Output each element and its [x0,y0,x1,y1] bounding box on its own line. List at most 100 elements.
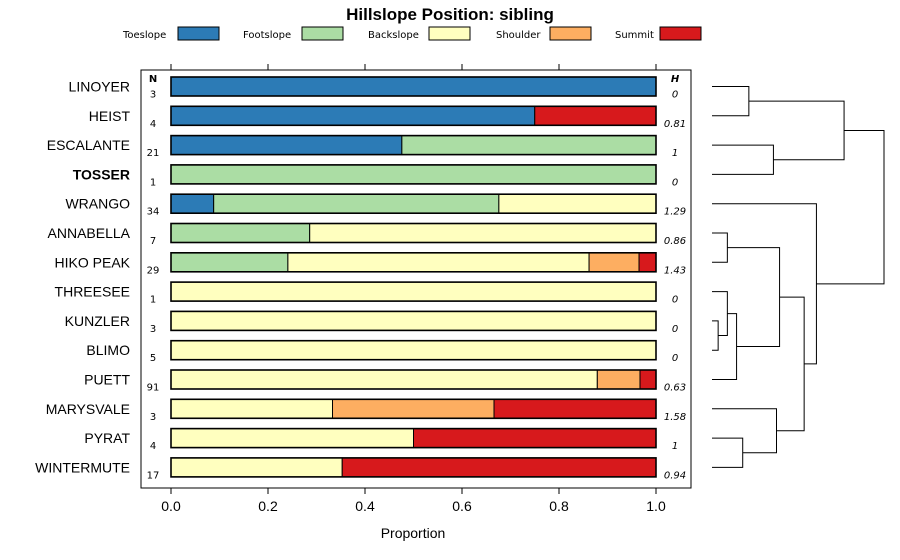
x-tick-label: 1.0 [646,498,666,514]
bar-segment-backslope [170,310,657,331]
row-label: PUETT [84,372,130,388]
bar-segment-footslope [213,193,500,214]
bar-outline [170,281,657,302]
dendrogram-link [748,100,845,161]
bar-segment-summit [639,369,657,390]
bar-segment-footslope [170,223,311,243]
row-label: THREESEE [55,284,130,300]
row-label: LINOYER [69,79,130,95]
bar-segment-shoulder [332,398,495,419]
bar-segment-toeslope [170,105,536,126]
row-n-value: 17 [147,470,160,481]
row-h-value: 0.63 [664,383,686,394]
row-h-value: 1 [672,148,678,159]
row-n-value: 1 [150,295,156,306]
row-h-value: 1.58 [664,412,686,423]
x-axis-title: Proportion [381,525,446,541]
row-n-value: 34 [147,207,160,218]
chart-title: Hillslope Position: sibling [346,5,554,24]
bar-segment-footslope [170,252,289,273]
row-h-value: 1 [672,441,678,452]
bar-segment-shoulder [588,252,640,273]
row-label: KUNZLER [65,313,130,329]
bar-segment-backslope [498,193,657,214]
bar-segment-backslope [170,457,343,478]
row-label: TOSSER [73,166,130,182]
dendrogram-link [712,203,817,365]
bar-segment-backslope [287,252,590,273]
x-axis: 0.0 0.2 0.4 0.6 0.8 1.0 [161,64,666,514]
dendrogram-link [816,129,885,285]
row-label: HEIST [89,108,131,124]
row-n-value: 1 [150,177,156,188]
row-n-value: 21 [147,148,160,159]
row-h-value: 0.81 [664,119,686,130]
row-label: WINTERMUTE [35,459,130,475]
row-h-value: 0.94 [664,470,686,481]
dendrogram-link [712,313,738,380]
dendrogram-link [776,296,805,432]
legend-label-footslope: Footslope [243,30,291,41]
bar-segment-backslope [170,281,657,302]
dendrogram-link [712,408,777,454]
x-tick-label: 0.2 [258,498,278,514]
row-label: WRANGO [65,196,130,212]
row-h-value: 0 [672,353,678,364]
bar-segment-toeslope [170,76,657,97]
bar-outline [170,105,657,127]
row-n-value: 4 [150,119,156,130]
bar-segment-toeslope [170,193,215,214]
bar-outline [170,76,657,97]
legend: Toeslope Footslope Backslope Shoulder Summit [122,26,702,41]
legend-label-backslope: Backslope [368,30,419,41]
dendrogram-link [727,247,781,348]
bar-outline [170,134,657,156]
dendrogram-link [712,144,774,175]
bar-segment-backslope [170,398,334,419]
row-n-value: 3 [150,90,156,101]
dendrogram-link [712,291,728,337]
legend-label-summit: Summit [615,30,654,41]
h-header: H [671,74,680,85]
row-n-value: 29 [147,265,160,276]
bar-outline [170,310,657,332]
row-h-value: 1.29 [664,207,686,218]
bar-segment-summit [341,457,657,478]
row-label: BLIMO [86,342,130,358]
bar-outline [170,164,657,185]
x-tick-label: 0.8 [549,498,569,514]
bar-outline [170,222,657,244]
bar-outline [170,252,657,273]
bar-outline [170,339,657,361]
bar-segment-shoulder [596,369,641,390]
bar-segment-toeslope [170,135,403,156]
bar-segment-backslope [170,369,598,390]
row-h-value: 0 [672,295,678,306]
bar-outline [170,427,657,449]
row-n-value: 7 [150,236,156,247]
legend-swatch-backslope [428,26,471,41]
bar-outline [170,457,657,478]
legend-label-toeslope: Toeslope [122,30,166,41]
x-tick-label: 0.4 [355,498,375,514]
dendrogram-link [712,320,719,351]
row-label: MARYSVALE [46,401,130,417]
row-n-value: 5 [150,353,156,364]
row-h-value: 0 [672,90,678,101]
row-h-value: 0 [672,177,678,188]
bar-segment-summit [534,105,657,126]
x-tick-label: 0.0 [161,498,181,514]
row-label: PYRAT [84,430,130,446]
legend-label-shoulder: Shoulder [496,30,541,41]
row-h-value: 1.43 [664,265,686,276]
row-n-value: 3 [150,412,156,423]
row-label: ESCALANTE [47,137,130,153]
row-label: ANNABELLA [48,225,131,241]
dendrogram-link [712,86,750,117]
legend-swatch-footslope [301,26,344,41]
bar-outline [170,369,657,390]
legend-swatch-summit [659,26,702,41]
n-header: N [149,74,157,85]
row-n-value: 91 [147,383,160,394]
